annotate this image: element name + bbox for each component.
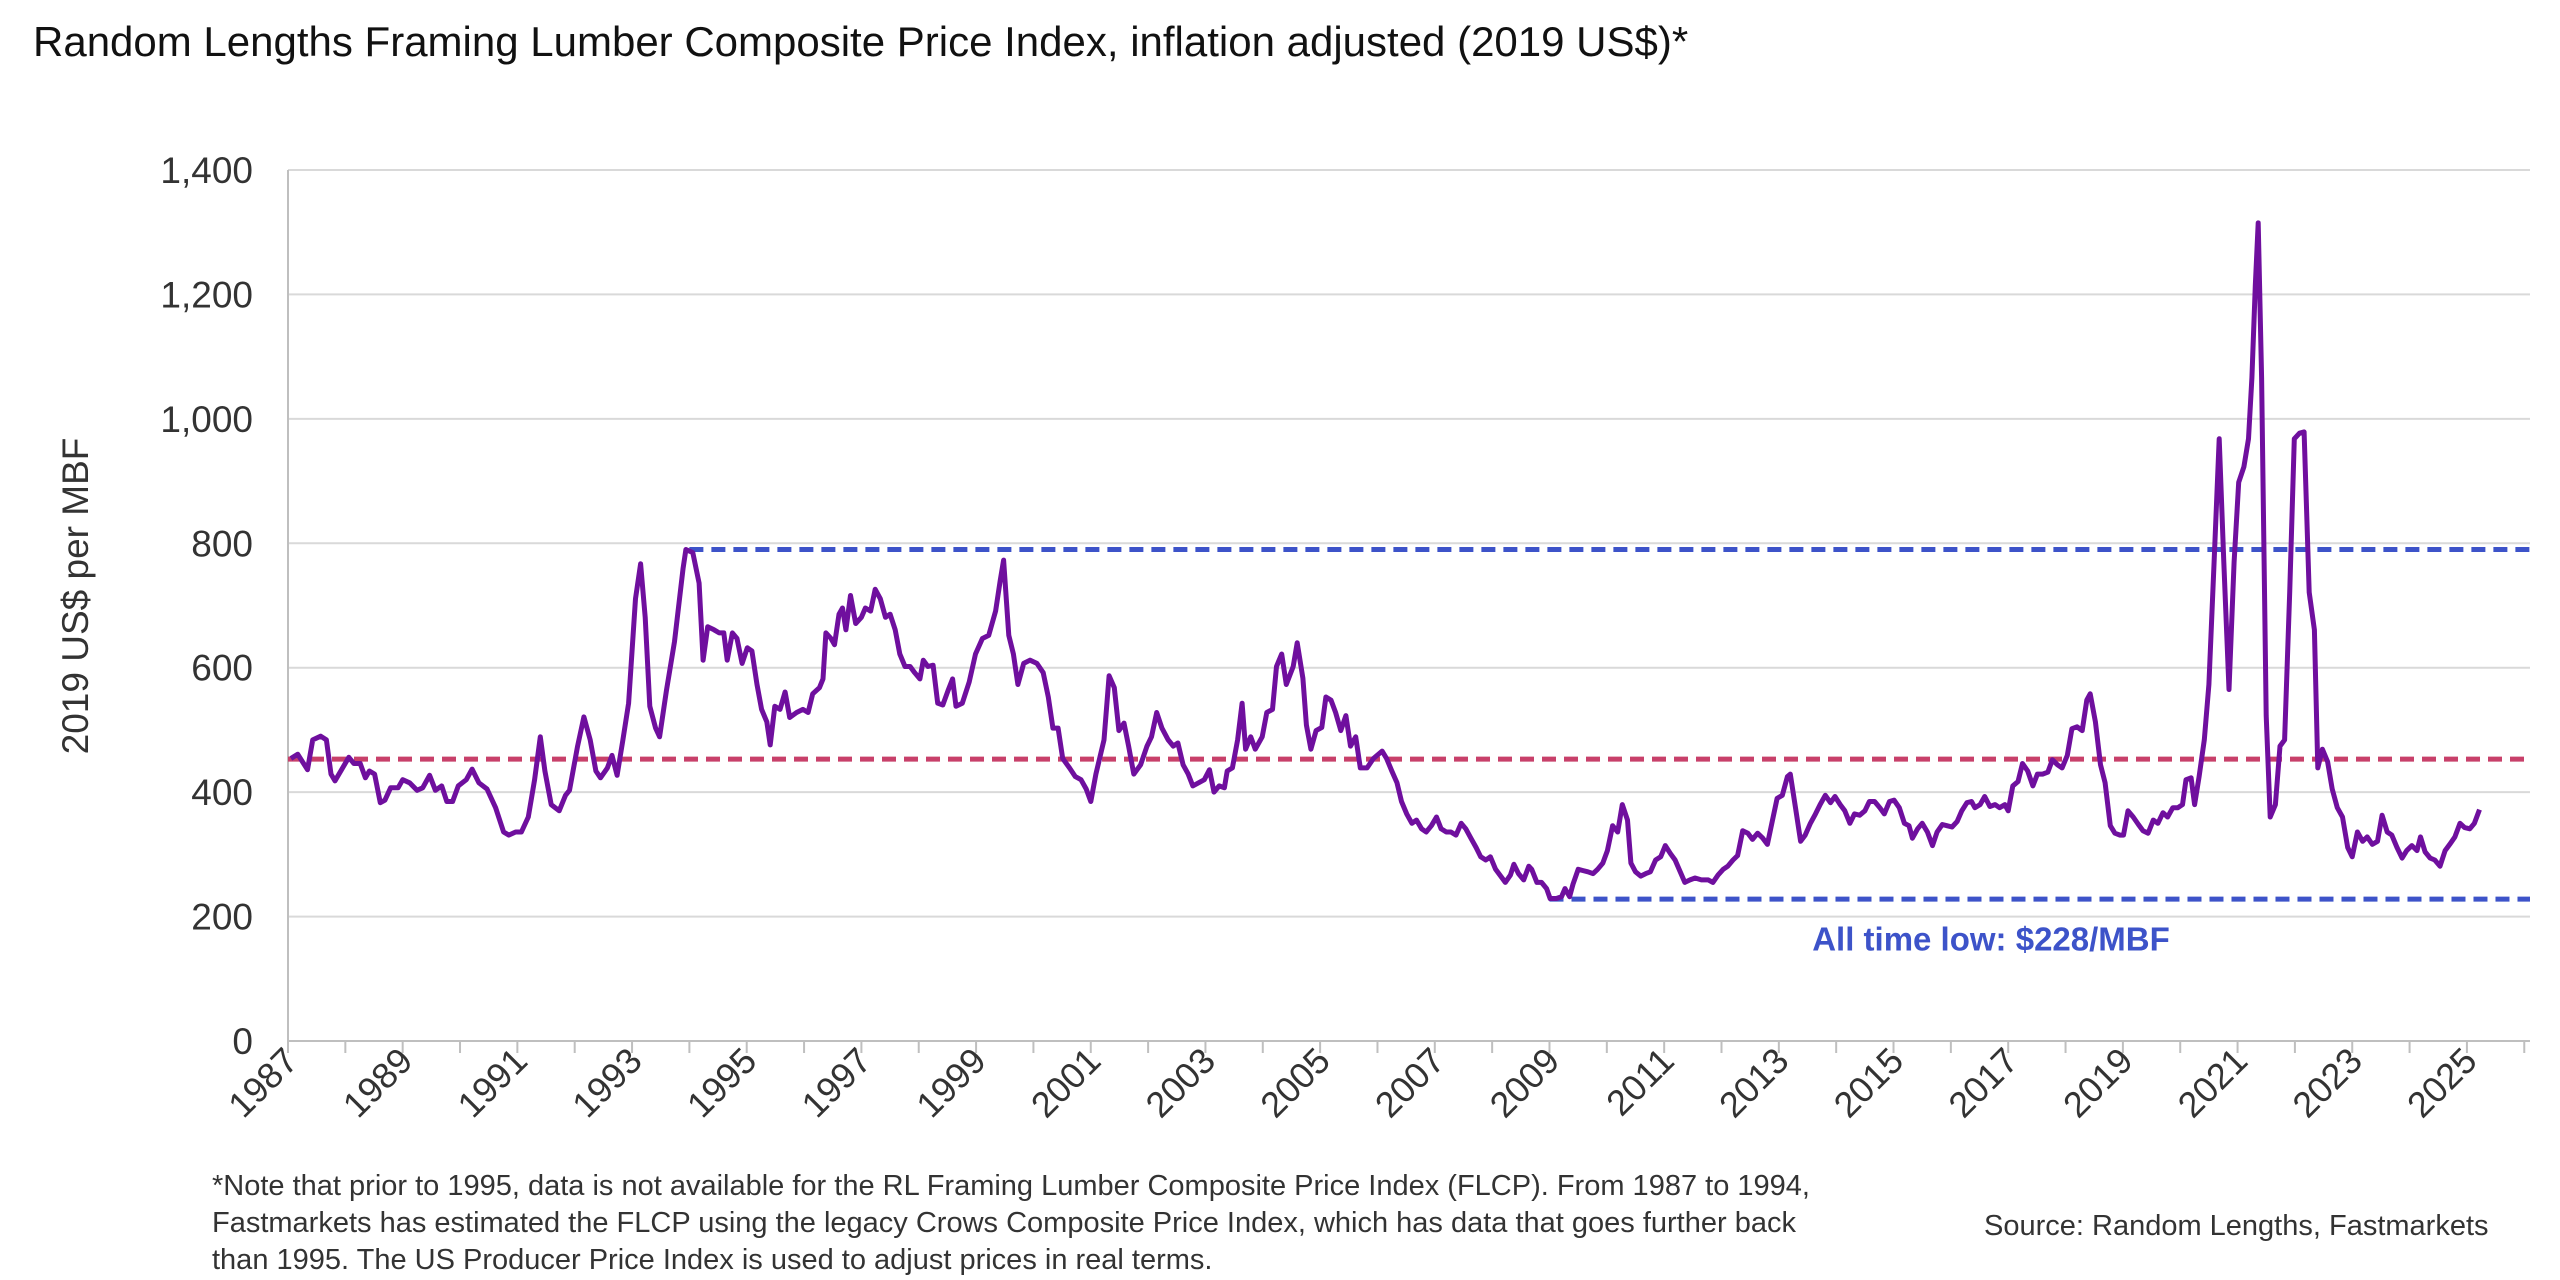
y-tick-label: 1,000 (160, 399, 253, 440)
x-tick-label: 2021 (2170, 1040, 2256, 1126)
footnote: *Note that prior to 1995, data is not av… (212, 1170, 1810, 1276)
y-tick-label: 1,400 (160, 150, 253, 191)
x-tick-label: 1993 (564, 1040, 650, 1126)
x-tick-label: 2003 (1137, 1040, 1223, 1126)
chart-title: Random Lengths Framing Lumber Composite … (33, 18, 1689, 65)
gridlines (288, 169, 2530, 918)
y-axis-ticks: 0 200 400 600 800 1,000 1,200 1,400 (160, 150, 253, 1062)
x-tick-label: 2005 (1252, 1040, 1338, 1126)
x-tick-label: 2009 (1482, 1040, 1568, 1126)
y-axis-label: 2019 US$ per MBF (55, 438, 96, 755)
x-tick-label: 2017 (1940, 1040, 2026, 1126)
x-tick-label: 2019 (2055, 1040, 2141, 1126)
x-axis: 1987 1989 1991 1993 1995 1997 1999 2001 2003 2005… (220, 170, 2530, 1125)
y-tick-label: 200 (191, 897, 253, 938)
x-tick-label: 2025 (2399, 1040, 2485, 1126)
x-tick-label: 1989 (335, 1040, 421, 1126)
y-tick-label: 600 (191, 648, 253, 689)
price-index-line (289, 220, 2482, 901)
source-note: Source: Random Lengths, Fastmarkets (1984, 1210, 2489, 1242)
x-tick-label: 1991 (449, 1040, 535, 1126)
annotations: All time low: $228/MBF (1812, 920, 2170, 957)
x-tick-label: 1995 (679, 1040, 765, 1126)
y-tick-label: 1,200 (160, 274, 253, 315)
x-tick-label: 2011 (1598, 1040, 1682, 1124)
series-layer (289, 220, 2482, 901)
y-tick-label: 400 (191, 772, 253, 813)
x-tick-label: 1997 (793, 1040, 879, 1126)
x-tick-label: 2013 (1711, 1040, 1797, 1126)
x-tick-label: 2015 (1826, 1040, 1912, 1126)
all-time-low-label: All time low: $228/MBF (1812, 920, 2170, 957)
x-tick-label: 2023 (2284, 1040, 2370, 1126)
reference-lines (288, 547, 2530, 902)
y-tick-label: 800 (191, 523, 253, 564)
y-tick-label: 0 (232, 1021, 253, 1062)
x-tick-label: 1999 (908, 1040, 994, 1126)
x-tick-label: 2001 (1023, 1040, 1109, 1126)
x-tick-label: 2007 (1367, 1040, 1453, 1126)
